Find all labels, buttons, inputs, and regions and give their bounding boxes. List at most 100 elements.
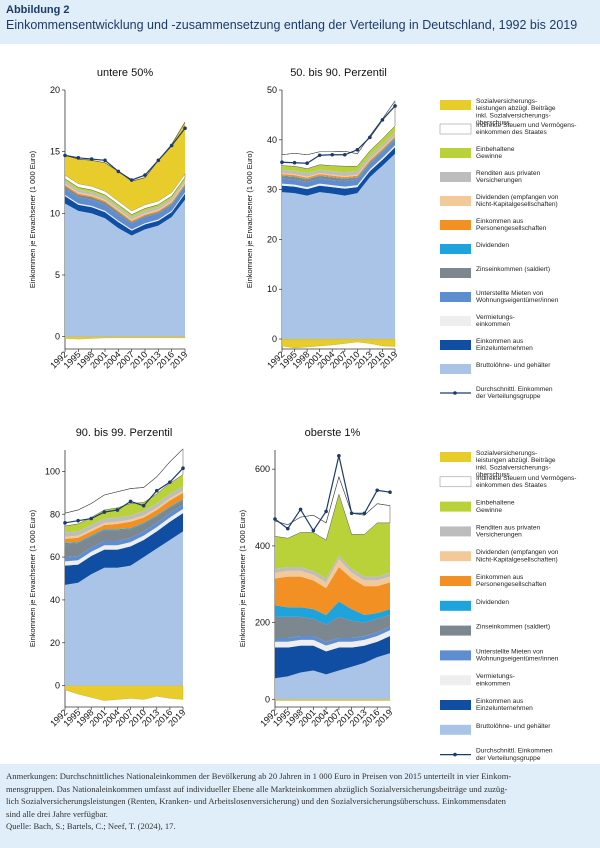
series-area: [65, 508, 183, 566]
average-point: [183, 126, 187, 131]
notes-line-1: Anmerkungen: Durchschnittliches National…: [6, 771, 512, 781]
legend-label: Dividenden: [476, 599, 509, 606]
series-area: [282, 131, 395, 177]
legend-swatch: [440, 172, 471, 182]
series-area: [275, 566, 390, 615]
panel-title: oberste 1%: [305, 427, 361, 439]
legend-label: Vermietungs-einkommen: [476, 314, 515, 328]
series-area: [282, 139, 395, 188]
panel-title: untere 50%: [97, 67, 153, 79]
y-tick-label: 60: [50, 552, 60, 562]
average-point: [273, 517, 277, 521]
legend-label: Indirekte Steuern und Vermögens-einkomme…: [476, 122, 576, 136]
average-point: [115, 508, 120, 512]
legend-label: Einbehaltene Gewinne: [476, 146, 515, 160]
legend-label: Sozialversicherungs-leistungen abzügl. B…: [476, 98, 556, 127]
average-line: [64, 127, 186, 181]
series-area: [275, 614, 390, 642]
legend-label: Unterstellte Mieten von Wohnungseigentüme…: [476, 648, 559, 662]
chart-panel-2: 50. bis 90. Perzentil 0 10 20 30 40 50 Einkomme…: [245, 67, 399, 371]
series-area: [65, 474, 183, 533]
series-area-negative: [274, 699, 391, 701]
average-point: [63, 153, 67, 158]
y-tick-label: 10: [267, 284, 277, 294]
legend-swatch: [440, 675, 471, 686]
series-area: [65, 180, 185, 220]
series-area: [275, 555, 390, 583]
legend-swatch: [440, 196, 471, 206]
average-point: [349, 511, 354, 516]
average-point: [330, 152, 335, 157]
notes-line-4: sind alle drei Jahre verfügbar.: [6, 808, 108, 819]
stack-top-line: [64, 448, 184, 514]
average-point: [324, 509, 328, 514]
average-point: [298, 507, 303, 512]
legend-label: Einkommen aus Personengesellschaften: [476, 218, 547, 232]
y-tick-label: 15: [50, 147, 60, 157]
series-area: [65, 193, 185, 236]
series-area: [65, 186, 185, 230]
series-area: [275, 653, 390, 700]
average-point: [305, 161, 309, 166]
average-point: [181, 466, 185, 471]
notes-line-3: lich Sozialversicherungsleistungen (Rent…: [6, 796, 506, 806]
stack-top-line: [274, 475, 391, 526]
series-area-negative: [64, 336, 186, 340]
average-point: [380, 118, 385, 122]
source-line: Quelle: Bach, S.; Bartels, C.; Neef, T. …: [6, 821, 176, 831]
average-line: [281, 105, 396, 164]
average-point: [154, 488, 159, 493]
y-tick-label: 5: [55, 270, 60, 280]
chart-panel-1: untere 50% 0 5 10 15 20 Einkommen je Erwachsen…: [28, 67, 189, 371]
legend-swatch: [440, 650, 471, 661]
average-point: [362, 511, 367, 516]
legend-label: Bruttolöhne- und gehälter: [476, 362, 551, 369]
series-area: [65, 184, 185, 224]
series-area: [275, 601, 390, 625]
chart-panel: untere 50% 0 5 10 15 20 Einkommen je Erwachsen…: [0, 44, 600, 764]
average-point: [169, 143, 174, 148]
legend-2: Sozialversicherungs-leistungen abzügl. B…: [439, 450, 576, 762]
legend-label: Sozialversicherungs-leistungen abzügl. B…: [476, 450, 556, 479]
legend-swatch: [440, 292, 471, 302]
legend-swatch: [440, 220, 471, 230]
legend-label: Dividenden (empfangen von Nicht-Kapitalge…: [476, 194, 559, 208]
series-area: [65, 492, 183, 544]
legend-1: Sozialversicherungs-leistungen abzügl. B…: [439, 98, 576, 400]
stack-top-line: [281, 100, 396, 156]
average-point: [285, 526, 290, 531]
chart-panel-4: oberste 1% 0 200 400 600 Einkommen je Erwachs…: [238, 427, 394, 729]
average-point: [116, 169, 121, 174]
legend-swatch: [439, 123, 472, 135]
average-point: [89, 157, 94, 161]
series-area: [65, 486, 183, 537]
average-point: [280, 160, 284, 165]
legend-label: Einbehaltene Gewinne: [476, 500, 515, 514]
series-area: [282, 138, 395, 183]
legend-swatch-marker: [453, 752, 457, 757]
legend-label: Renditen aus privaten Versicherungen: [476, 170, 540, 184]
legend-swatch-marker: [453, 391, 457, 395]
y-tick-label: 0: [55, 332, 60, 342]
average-point: [102, 510, 107, 514]
figure-header: Abbildung 2 Einkommensentwicklung und -z…: [6, 4, 594, 32]
average-point: [129, 178, 134, 182]
legend-label: Durchschnittl. Einkommen der Verteilungsg…: [476, 386, 553, 400]
average-point: [311, 528, 316, 533]
legend-swatch: [440, 452, 471, 462]
average-point: [63, 521, 67, 525]
average-point: [76, 518, 80, 523]
y-tick-label: 40: [50, 595, 60, 605]
legend-label: Zinseinkommen (saldiert): [476, 624, 550, 631]
y-tick-label: 20: [267, 234, 277, 244]
legend-swatch: [440, 340, 471, 350]
y-axis-label: Einkommen je Erwachsener (1 000 Euro): [28, 150, 37, 288]
average-point: [143, 173, 147, 177]
y-tick-label: 40: [267, 135, 277, 145]
average-point: [375, 488, 380, 493]
legend-swatch: [440, 551, 471, 562]
legend-swatch: [440, 364, 471, 374]
average-point: [368, 135, 372, 140]
legend-swatch: [440, 576, 471, 586]
series-area: [65, 513, 183, 585]
